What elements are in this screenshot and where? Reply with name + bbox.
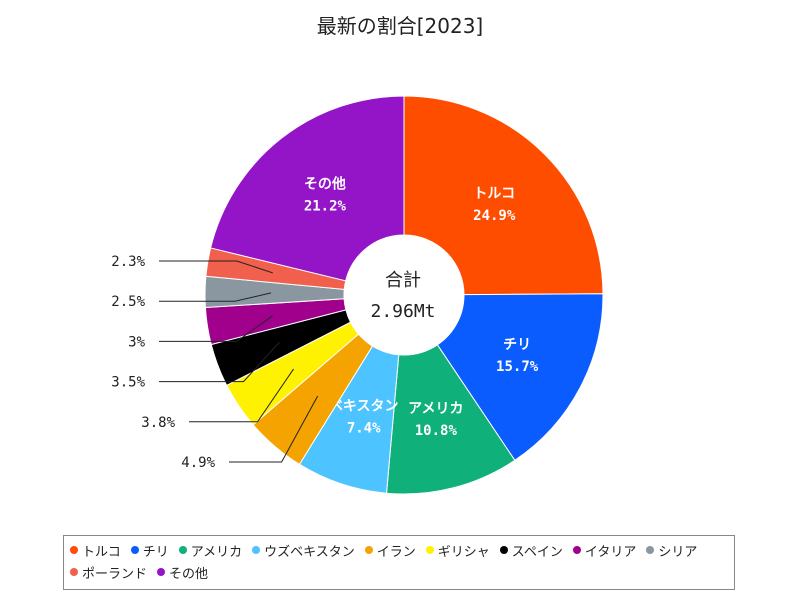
legend-item: シリア: [646, 540, 697, 560]
legend-label: スペイン: [511, 544, 563, 560]
legend-label: その他: [169, 566, 209, 582]
chart-title: 最新の割合[2023]: [316, 14, 484, 38]
legend-swatch: [130, 546, 139, 554]
leader-line: [159, 315, 273, 342]
slice-value-label: 4.9%: [181, 455, 215, 471]
legend-label: ウズベキスタン: [264, 544, 355, 560]
slice-value-label: 15.7%: [496, 359, 539, 375]
leader-line: [189, 368, 294, 423]
legend-item: ポーランド: [70, 562, 147, 582]
leader-line: [229, 395, 319, 463]
center-total-value: 2.96Mt: [370, 301, 436, 322]
slice-value-label: 2.3%: [111, 254, 145, 270]
legend-label: ポーランド: [82, 566, 148, 582]
leader-line: [159, 292, 272, 302]
pie-slice-アメリカ: [385, 344, 516, 495]
legend-swatch: [572, 546, 581, 554]
slice-value-label: 3.5%: [111, 375, 145, 391]
legend-item: チリ: [130, 540, 169, 560]
slice-value-label: 24.9%: [473, 208, 516, 224]
legend-swatch: [70, 568, 78, 576]
legend-label: シリア: [658, 544, 698, 560]
legend-item: イラン: [364, 540, 416, 560]
slice-value-label: 10.8%: [415, 423, 458, 439]
slice-name-label: チリ: [503, 337, 531, 353]
legend-label: チリ: [142, 544, 169, 560]
legend-label: イタリア: [584, 544, 637, 560]
center-total-label: 合計: [385, 270, 421, 291]
legend-item: スペイン: [499, 540, 563, 560]
slice-value-label: 7.4%: [347, 420, 381, 436]
legend-item: その他: [157, 562, 208, 582]
pie-slice-トルコ: [403, 95, 604, 296]
legend-item: トルコ: [70, 540, 121, 560]
slice-value-label: 2.5%: [111, 294, 145, 310]
legend-swatch: [364, 546, 373, 554]
legend-label: ギリシャ: [437, 544, 490, 560]
legend-label: アメリカ: [190, 544, 243, 560]
legend-item: ウズベキスタン: [252, 540, 355, 560]
pie-slice-チリ: [436, 293, 604, 461]
legend-swatch: [70, 546, 78, 554]
slice-value-label: 3%: [128, 334, 145, 350]
legend: トルコ チリ アメリカ ウズベキスタン イラン ギリシャ スペイン イタリア シリアポーランド そ…: [63, 535, 735, 590]
legend-label: イラン: [376, 544, 416, 560]
legend-swatch: [157, 568, 166, 576]
legend-swatch: [252, 546, 261, 554]
legend-item: イタリア: [572, 540, 637, 560]
legend-item: アメリカ: [178, 540, 243, 560]
slice-name-label: その他: [304, 175, 346, 192]
legend-item: ギリシャ: [425, 540, 490, 560]
legend-swatch: [425, 546, 434, 554]
slice-name-label: ベキスタン: [329, 398, 399, 414]
leader-line: [159, 341, 280, 383]
slice-value-label: 21.2%: [304, 198, 347, 214]
slice-value-label: 3.8%: [141, 415, 175, 431]
leader-line: [159, 260, 273, 274]
slice-name-label: トルコ: [473, 186, 515, 202]
legend-label: トルコ: [82, 544, 121, 560]
legend-swatch: [178, 546, 187, 554]
pie-slice-その他: [210, 95, 405, 282]
legend-swatch: [499, 546, 508, 554]
slice-name-label: アメリカ: [408, 401, 463, 417]
legend-swatch: [646, 546, 655, 554]
